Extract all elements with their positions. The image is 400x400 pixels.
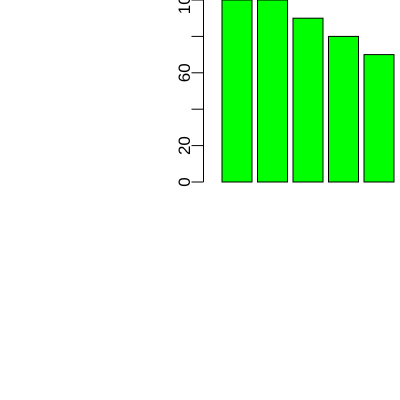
bar — [363, 54, 395, 183]
bar — [221, 0, 253, 183]
y-tick-label: 60 — [175, 63, 194, 82]
y-tick-label: 20 — [175, 136, 194, 155]
bar — [328, 35, 359, 183]
bar — [292, 17, 324, 183]
y-tick-label: 0 — [175, 177, 194, 186]
bars — [221, 0, 395, 183]
y-axis: 0 20 60 100 — [175, 0, 204, 187]
bar — [257, 0, 288, 183]
y-tick-label: 100 — [175, 0, 194, 14]
